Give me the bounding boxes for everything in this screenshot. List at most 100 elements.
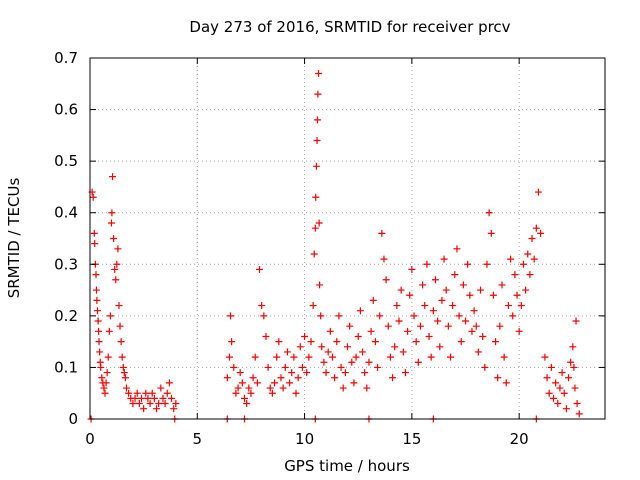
x-axis-ticks: 0 5 10 15 20 [85, 58, 529, 448]
data-point [447, 353, 454, 361]
data-point [247, 389, 255, 397]
data-point [96, 348, 104, 356]
data-point [95, 338, 103, 346]
data-point [133, 389, 141, 397]
data-point [113, 260, 121, 268]
data-point [309, 302, 317, 310]
data-point [408, 265, 416, 273]
data-point [93, 296, 101, 304]
data-point [117, 338, 125, 346]
data-point [472, 322, 480, 330]
data-point [573, 400, 581, 408]
data-point [110, 235, 118, 242]
data-point [462, 317, 470, 325]
data-point [337, 363, 345, 371]
data-point [135, 400, 143, 408]
data-point [115, 302, 123, 310]
data-point [494, 374, 502, 382]
data-point [331, 374, 339, 382]
data-point [234, 384, 242, 392]
data-point [100, 384, 108, 392]
data-point [356, 307, 364, 315]
data-point [519, 260, 527, 268]
data-point [92, 271, 100, 279]
data-point [414, 358, 422, 366]
data-point [98, 374, 106, 382]
data-point [241, 394, 248, 402]
data-point [97, 363, 105, 371]
data-point [570, 363, 578, 371]
data-point [511, 271, 519, 279]
data-point [109, 173, 117, 181]
data-point [316, 281, 324, 289]
data-point [129, 400, 137, 408]
data-point [144, 394, 152, 402]
x-tick-label: 0 [85, 430, 95, 448]
data-point [532, 224, 540, 232]
data-point [350, 379, 358, 387]
data-point [537, 229, 545, 237]
data-point [172, 400, 180, 408]
data-point [528, 235, 536, 242]
data-point [95, 327, 103, 335]
data-point [120, 369, 128, 377]
data-point [103, 369, 111, 377]
x-tick-label: 15 [402, 430, 421, 448]
data-point [279, 384, 287, 392]
data-point [442, 286, 450, 294]
data-point [268, 389, 276, 397]
data-point [457, 338, 465, 346]
data-point [333, 338, 341, 346]
data-point [470, 307, 478, 315]
data-point [421, 302, 429, 310]
data-point [251, 353, 259, 361]
data-point [146, 400, 154, 408]
data-point [543, 374, 551, 382]
data-point [560, 389, 568, 397]
data-point [530, 255, 538, 263]
data-point [232, 389, 240, 397]
data-point [322, 369, 330, 377]
data-point [410, 312, 418, 320]
data-point [500, 353, 508, 361]
data-point [419, 281, 427, 289]
data-point [567, 358, 575, 366]
data-point [504, 302, 512, 310]
data-point [348, 358, 356, 366]
data-point [292, 389, 300, 397]
data-point [464, 260, 472, 268]
data-point [159, 394, 167, 402]
data-point [131, 394, 139, 402]
data-point [315, 219, 323, 227]
data-point [305, 353, 313, 361]
data-point [526, 271, 534, 279]
y-axis-label: SRMTID / TECUs [5, 178, 23, 299]
data-point [230, 363, 238, 371]
data-point [157, 384, 165, 392]
data-point [142, 389, 150, 397]
data-point [266, 384, 274, 392]
data-points [87, 69, 583, 423]
data-point [111, 265, 119, 273]
data-point [301, 332, 309, 340]
data-point [341, 369, 349, 377]
data-point [294, 374, 302, 382]
data-point [534, 188, 542, 196]
data-point [556, 384, 564, 392]
data-point [513, 291, 521, 299]
data-point [352, 353, 360, 361]
data-point [401, 369, 409, 377]
data-point [125, 389, 133, 397]
data-point [116, 322, 124, 330]
data-point [378, 229, 386, 237]
data-point [496, 322, 504, 330]
data-point [315, 69, 323, 77]
data-point [324, 348, 332, 356]
data-point [386, 353, 394, 361]
data-point [119, 363, 127, 371]
y-tick-label: 0.2 [54, 307, 78, 325]
x-tick-label: 20 [510, 430, 529, 448]
data-point [281, 363, 289, 371]
data-point [236, 369, 244, 377]
data-point [438, 296, 446, 304]
